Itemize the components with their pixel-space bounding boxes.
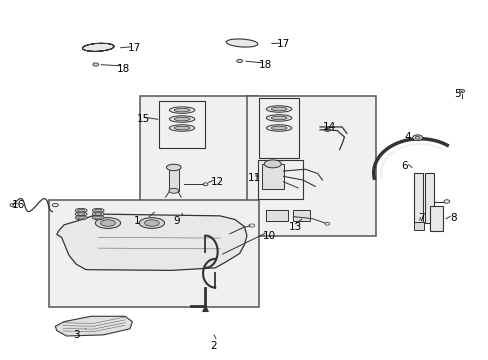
Bar: [258, 160, 303, 199]
Text: 5: 5: [453, 89, 460, 99]
Ellipse shape: [78, 209, 84, 212]
Ellipse shape: [95, 213, 102, 215]
Text: 11: 11: [247, 173, 261, 183]
Text: 14: 14: [322, 122, 335, 132]
Ellipse shape: [271, 116, 286, 120]
Bar: [293, 211, 310, 221]
Ellipse shape: [92, 208, 104, 213]
Text: 3: 3: [73, 330, 80, 340]
Ellipse shape: [169, 116, 194, 122]
Ellipse shape: [169, 107, 194, 113]
Ellipse shape: [82, 43, 114, 51]
Ellipse shape: [75, 212, 87, 216]
Bar: [266, 211, 288, 221]
Text: 1: 1: [134, 216, 140, 225]
Bar: [261, 164, 283, 189]
Bar: [413, 173, 422, 223]
Ellipse shape: [266, 106, 291, 112]
Text: 8: 8: [449, 213, 456, 222]
Text: 15: 15: [137, 114, 150, 124]
Bar: [259, 98, 299, 158]
Ellipse shape: [95, 216, 102, 219]
Ellipse shape: [75, 208, 87, 213]
Ellipse shape: [93, 63, 99, 66]
Polygon shape: [55, 316, 132, 336]
Ellipse shape: [75, 216, 87, 220]
Text: 4: 4: [404, 132, 410, 142]
Bar: [429, 206, 443, 231]
Bar: [168, 167, 178, 191]
Ellipse shape: [92, 216, 104, 220]
Ellipse shape: [414, 136, 419, 139]
Ellipse shape: [174, 126, 189, 130]
Ellipse shape: [443, 200, 449, 203]
Text: 7: 7: [417, 213, 424, 222]
Ellipse shape: [78, 216, 84, 219]
Ellipse shape: [226, 39, 257, 47]
Text: 18: 18: [259, 60, 272, 70]
Ellipse shape: [78, 213, 84, 215]
Bar: [246, 96, 375, 235]
Text: 12: 12: [210, 177, 223, 187]
Text: 17: 17: [276, 40, 289, 49]
Text: 17: 17: [127, 43, 141, 53]
Text: 18: 18: [117, 64, 130, 74]
Ellipse shape: [144, 220, 159, 226]
Ellipse shape: [266, 125, 291, 131]
Text: 6: 6: [401, 161, 407, 171]
Ellipse shape: [168, 188, 178, 193]
Ellipse shape: [236, 59, 242, 63]
Ellipse shape: [271, 107, 286, 111]
Ellipse shape: [139, 218, 164, 228]
Ellipse shape: [95, 209, 102, 212]
Ellipse shape: [95, 218, 121, 228]
Polygon shape: [57, 214, 246, 270]
Ellipse shape: [266, 115, 291, 121]
Ellipse shape: [174, 108, 189, 112]
Ellipse shape: [271, 126, 286, 130]
Text: 10: 10: [263, 231, 276, 240]
Ellipse shape: [264, 160, 281, 168]
Text: 13: 13: [288, 222, 301, 232]
Ellipse shape: [169, 125, 194, 131]
Bar: [413, 222, 423, 230]
Bar: [49, 200, 259, 307]
Text: 9: 9: [173, 216, 180, 225]
Ellipse shape: [166, 164, 181, 171]
Ellipse shape: [458, 89, 464, 93]
Bar: [159, 101, 205, 148]
Bar: [424, 173, 433, 223]
Ellipse shape: [92, 212, 104, 216]
Bar: [140, 96, 256, 211]
Ellipse shape: [174, 117, 189, 121]
Ellipse shape: [101, 220, 115, 226]
Text: 16: 16: [11, 200, 24, 210]
Ellipse shape: [412, 135, 422, 140]
Text: 2: 2: [210, 341, 217, 351]
